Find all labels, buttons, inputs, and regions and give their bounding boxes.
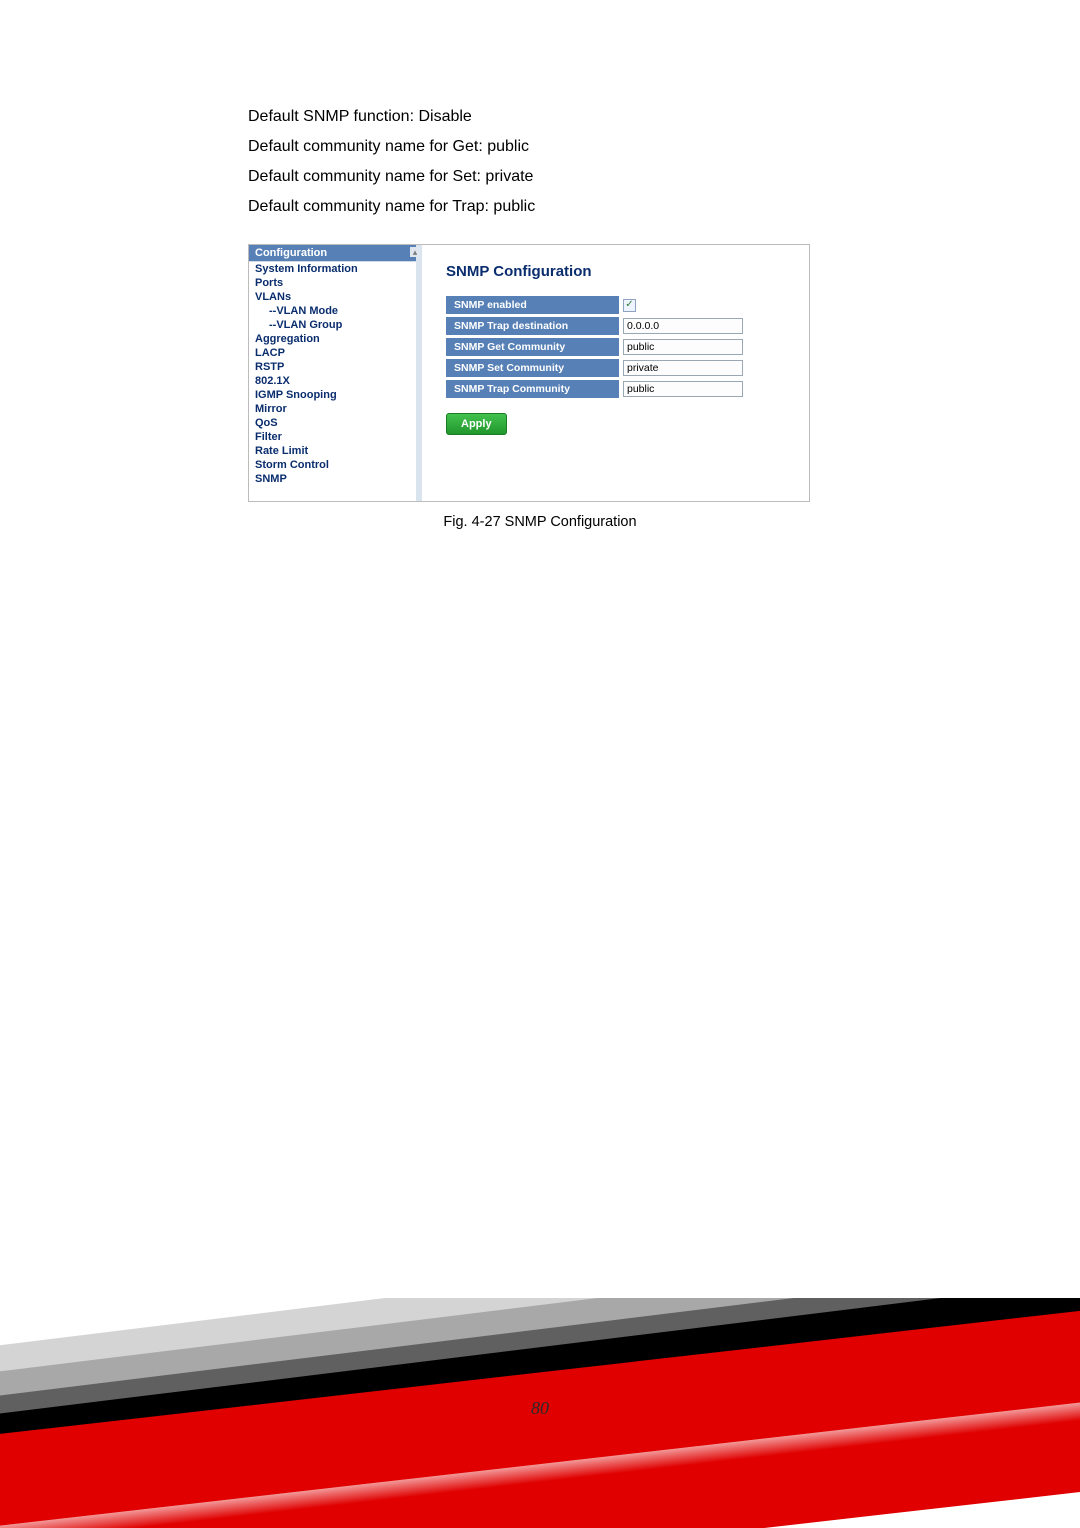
row-label: SNMP Set Community [446, 359, 619, 377]
sidebar-item-rate-limit[interactable]: Rate Limit [249, 444, 416, 458]
apply-button[interactable]: Apply [446, 413, 507, 435]
figure-caption: Fig. 4-27 SNMP Configuration [0, 514, 1080, 530]
intro-line: Default community name for Get: public [248, 132, 535, 162]
page-number: 80 [0, 1398, 1080, 1419]
sidebar-item-filter[interactable]: Filter [249, 430, 416, 444]
trap-destination-input[interactable] [623, 318, 743, 334]
snmp-config-frame: ▴ Configuration System Information Ports… [248, 244, 810, 502]
row-field [619, 359, 795, 377]
set-community-input[interactable] [623, 360, 743, 376]
row-label: SNMP enabled [446, 296, 619, 314]
sidebar-item-vlans[interactable]: VLANs [249, 290, 416, 304]
intro-text: Default SNMP function: Disable Default c… [248, 102, 535, 222]
intro-line: Default community name for Trap: public [248, 192, 535, 222]
form-row-trap-destination: SNMP Trap destination [446, 317, 795, 335]
sidebar-item-rstp[interactable]: RSTP [249, 360, 416, 374]
sidebar-item-8021x[interactable]: 802.1X [249, 374, 416, 388]
sidebar-item-aggregation[interactable]: Aggregation [249, 332, 416, 346]
intro-line: Default SNMP function: Disable [248, 102, 535, 132]
row-label: SNMP Trap destination [446, 317, 619, 335]
row-field: ✓ [619, 296, 795, 314]
sidebar-item-lacp[interactable]: LACP [249, 346, 416, 360]
row-label: SNMP Trap Community [446, 380, 619, 398]
sidebar-item-storm-control[interactable]: Storm Control [249, 458, 416, 472]
content-panel: SNMP Configuration SNMP enabled ✓ SNMP T… [422, 245, 809, 501]
form-row-trap-community: SNMP Trap Community [446, 380, 795, 398]
page-footer: 80 [0, 1298, 1080, 1528]
sidebar-nav: ▴ Configuration System Information Ports… [249, 245, 422, 501]
form-row-snmp-enabled: SNMP enabled ✓ [446, 296, 795, 314]
sidebar-item-igmp-snooping[interactable]: IGMP Snooping [249, 388, 416, 402]
row-field [619, 317, 795, 335]
sidebar-item-system-information[interactable]: System Information [249, 262, 416, 276]
form-row-get-community: SNMP Get Community [446, 338, 795, 356]
trap-community-input[interactable] [623, 381, 743, 397]
sidebar-item-snmp[interactable]: SNMP [249, 472, 416, 486]
sidebar-header: Configuration [249, 245, 416, 262]
sidebar-item-vlan-mode[interactable]: --VLAN Mode [249, 304, 416, 318]
row-field [619, 338, 795, 356]
form-row-set-community: SNMP Set Community [446, 359, 795, 377]
panel-title: SNMP Configuration [446, 263, 795, 280]
checkmark-icon: ✓ [625, 300, 633, 310]
row-field [619, 380, 795, 398]
sidebar-item-qos[interactable]: QoS [249, 416, 416, 430]
sidebar-item-ports[interactable]: Ports [249, 276, 416, 290]
snmp-enabled-checkbox[interactable]: ✓ [623, 299, 636, 312]
intro-line: Default community name for Set: private [248, 162, 535, 192]
get-community-input[interactable] [623, 339, 743, 355]
row-label: SNMP Get Community [446, 338, 619, 356]
scroll-up-icon[interactable]: ▴ [410, 247, 420, 257]
sidebar-item-vlan-group[interactable]: --VLAN Group [249, 318, 416, 332]
sidebar-item-mirror[interactable]: Mirror [249, 402, 416, 416]
